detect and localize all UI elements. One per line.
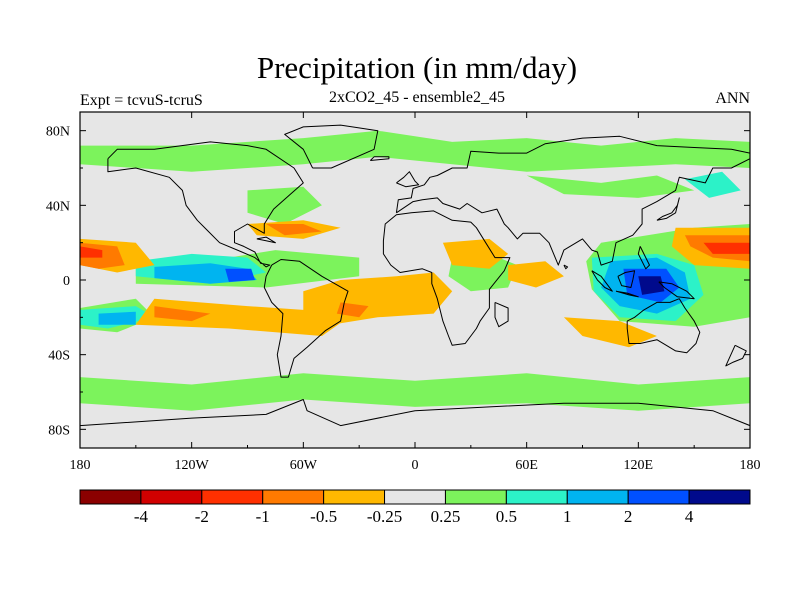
colorbar-swatch [444, 489, 507, 505]
precip-region-10 [684, 171, 741, 198]
colorbar-label: 1 [563, 507, 572, 526]
experiment-label: Expt = tcvuS-tcruS [80, 92, 203, 109]
colorbar-label: 0.25 [431, 507, 461, 526]
x-tick-label: 60E [515, 458, 538, 473]
precip-region-6 [526, 175, 695, 198]
chart-subtitle: 2xCO2_45 - ensemble2_45 [329, 89, 505, 106]
y-tick-label: 80N [46, 125, 70, 140]
coastline-15 [494, 301, 509, 328]
coastline-11 [617, 270, 636, 288]
precip-region-20 [135, 298, 360, 336]
y-tick-label: 40S [48, 349, 70, 364]
precip-region-29 [154, 306, 211, 322]
colorbar-swatch [627, 489, 690, 505]
colorbar-label: -2 [195, 507, 209, 526]
axis-layer: 180 120W 60W 0 60E 120E 180 80N 40N 0 40S 80S [46, 112, 761, 473]
x-tick-label: 180 [70, 458, 91, 473]
colorbar: -4 -2 -1 -0.5 -0.25 0.25 0.5 1 2 4 [79, 489, 751, 526]
x-tick-label: 120E [624, 458, 654, 473]
precip-region-17 [638, 276, 665, 295]
colorbar-swatch [140, 489, 203, 505]
coastline-6 [80, 399, 750, 427]
coastline-12 [658, 281, 695, 300]
precip-region-1 [80, 373, 750, 411]
coastline-7 [396, 171, 420, 188]
colorbar-label: -0.25 [367, 507, 402, 526]
precip-region-14 [98, 311, 136, 325]
season-label: ANN [715, 90, 750, 107]
coastline-18 [563, 264, 569, 270]
colorbar-swatch [201, 489, 264, 505]
x-tick-label: 0 [412, 458, 419, 473]
colorbar-label: -1 [256, 507, 270, 526]
coastline-2 [382, 210, 511, 346]
y-tick-label: 40N [46, 199, 70, 214]
coastline-8 [656, 197, 680, 221]
precipitation-field [80, 130, 750, 411]
precip-region-22 [442, 238, 509, 269]
precip-region-25 [563, 317, 657, 348]
precip-region-23 [508, 261, 564, 288]
colorbar-swatch [262, 489, 325, 505]
coastline-9 [591, 270, 613, 292]
x-tick-label: 120W [175, 458, 210, 473]
y-tick-label: 80S [48, 423, 70, 438]
colorbar-swatch [79, 489, 142, 505]
colorbar-swatch [505, 489, 568, 505]
coastline-4 [626, 298, 701, 354]
y-tick-label: 0 [63, 274, 70, 289]
coastline-layer [80, 124, 750, 427]
coastline-16 [256, 236, 276, 244]
coastline-3 [395, 135, 750, 266]
x-tick-label: 180 [740, 458, 761, 473]
x-tick-label: 60W [290, 458, 318, 473]
colorbar-label: 0.5 [496, 507, 517, 526]
colorbar-label: -0.5 [310, 507, 337, 526]
coastline-10 [615, 290, 639, 298]
coastline-17 [369, 156, 390, 161]
colorbar-swatch [323, 489, 386, 505]
colorbar-label: -4 [134, 507, 149, 526]
coastline-1 [263, 259, 349, 378]
colorbar-swatch [688, 489, 751, 505]
coastline-14 [725, 344, 747, 367]
precip-region-15 [225, 268, 255, 282]
precip-region-30 [336, 302, 369, 318]
coastline-5 [284, 124, 379, 169]
colorbar-label: 4 [685, 507, 694, 526]
precip-region-28 [266, 224, 322, 236]
coastline-0 [107, 141, 304, 268]
coastline-13 [637, 246, 650, 270]
precip-region-32 [80, 246, 103, 258]
precip-region-31 [703, 242, 750, 254]
colorbar-label: 2 [624, 507, 633, 526]
colorbar-swatch [566, 489, 629, 505]
colorbar-swatch [384, 489, 446, 505]
chart-title: Precipitation (in mm/day) [256, 50, 578, 85]
precip-region-7 [247, 186, 322, 224]
precip-region-0 [80, 130, 750, 172]
